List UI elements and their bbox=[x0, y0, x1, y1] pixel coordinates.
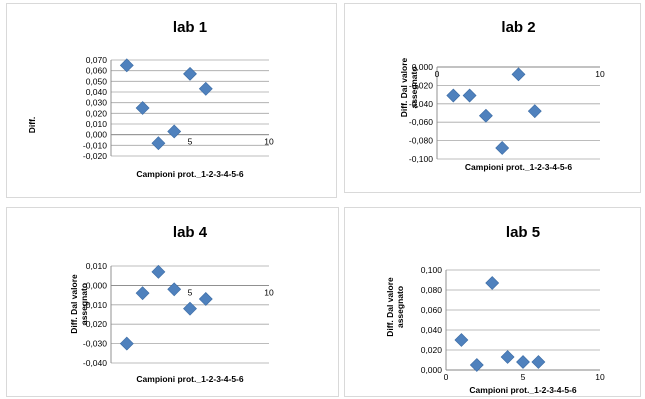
chart-svg: lab 1 0,0700,0600,0500,0400,0300,0200,010… bbox=[27, 19, 274, 179]
chart-lab-1: lab 1 0,070 0,060 0,050 0,040 0,030 0,020 0,010… bbox=[6, 3, 337, 198]
chart-svg: lab 2 0,000 -0,020 -0,040 -0,060 -0,080 -0,100… bbox=[399, 19, 605, 172]
data-point bbox=[500, 350, 515, 364]
y-tick-label: -0,020 bbox=[409, 80, 433, 90]
y-tick-label: -0,020 bbox=[83, 151, 107, 161]
chart-lab-2: lab 2 0,000 -0,020 -0,040 -0,060 -0,080 -0,100… bbox=[344, 3, 641, 193]
chart-svg: lab 4 0,010 0,000 -0,010 -0,020 -0,030 -0,040 5… bbox=[69, 224, 274, 384]
y-tick-label: -0,020 bbox=[83, 319, 107, 329]
y-tick-label: 0,100 bbox=[421, 265, 443, 275]
y-axis-label: assegnato bbox=[395, 286, 405, 328]
chart-title: lab 4 bbox=[173, 224, 208, 241]
data-point bbox=[516, 355, 530, 369]
x-axis-label: Campioni prot._1-2-3-4-5-6 bbox=[136, 374, 243, 384]
y-tick-label: -0,010 bbox=[83, 140, 107, 150]
data-point bbox=[135, 286, 150, 301]
data-point bbox=[454, 333, 469, 347]
x-axis-label: Campioni prot._1-2-3-4-5-6 bbox=[136, 169, 243, 179]
y-axis-label: assegnato bbox=[409, 66, 419, 108]
x-tick-label: 0 bbox=[444, 372, 449, 382]
data-point bbox=[135, 101, 150, 115]
chart-title: lab 5 bbox=[506, 224, 540, 241]
data-point bbox=[119, 336, 134, 351]
y-tick-label: 0,000 bbox=[421, 365, 443, 375]
y-tick-label: -0,040 bbox=[83, 358, 107, 368]
y-tick-label: 0,020 bbox=[421, 345, 443, 355]
y-axis-label: Diff. Dal valore bbox=[69, 274, 79, 334]
data-point bbox=[119, 58, 134, 73]
y-tick-label: 0,000 bbox=[412, 62, 434, 72]
y-axis-label: Diff. bbox=[27, 117, 37, 134]
data-point bbox=[167, 124, 182, 139]
data-point bbox=[151, 136, 166, 151]
chart-lab-5: lab 5 0,100 0,080 0,060 0,040 0,020 0,000 0 5 10 C… bbox=[344, 207, 641, 397]
y-axis-label: assegnato bbox=[79, 283, 89, 325]
data-point bbox=[485, 276, 500, 290]
y-tick-label: 0,060 bbox=[421, 305, 443, 315]
y-tick-label: -0,010 bbox=[83, 300, 107, 310]
y-tick-label: -0,040 bbox=[409, 99, 433, 109]
y-tick-label: 0,040 bbox=[86, 87, 108, 97]
y-axis-label: Diff. Dal valore bbox=[385, 277, 395, 337]
y-tick-label: 0,050 bbox=[86, 76, 108, 86]
y-tick-label: -0,060 bbox=[409, 117, 433, 127]
chart-title: lab 2 bbox=[501, 19, 535, 36]
x-tick-label: 10 bbox=[264, 287, 274, 297]
y-axis-label: Diff. Dal valore bbox=[399, 57, 409, 117]
x-tick-label: 5 bbox=[188, 137, 193, 147]
data-point bbox=[446, 88, 461, 103]
data-point bbox=[531, 355, 546, 369]
data-point bbox=[183, 66, 197, 81]
data-point bbox=[462, 88, 477, 103]
y-tick-label: 0,030 bbox=[86, 98, 108, 108]
data-point bbox=[527, 104, 542, 119]
chart-lab-4: lab 4 0,010 0,000 -0,010 -0,020 -0,030 -0,040 5… bbox=[6, 207, 339, 397]
data-point bbox=[478, 108, 493, 123]
y-tick-label: -0,080 bbox=[409, 136, 433, 146]
x-tick-label: 10 bbox=[595, 69, 605, 79]
x-tick-label: 0 bbox=[435, 69, 440, 79]
x-tick-label: 10 bbox=[264, 137, 274, 147]
y-tick-label: 0,040 bbox=[421, 325, 443, 335]
x-axis-label: Campioni prot._1-2-3-4-5-6 bbox=[465, 162, 572, 172]
data-point bbox=[198, 81, 213, 96]
y-tick-label: 0,060 bbox=[86, 66, 108, 76]
x-tick-label: 5 bbox=[521, 372, 526, 382]
data-point bbox=[469, 358, 484, 372]
data-point bbox=[511, 67, 526, 82]
y-tick-label: 0,010 bbox=[86, 119, 108, 129]
y-tick-label: -0,030 bbox=[83, 339, 107, 349]
data-point bbox=[198, 292, 213, 306]
y-tick-label: 0,000 bbox=[86, 280, 108, 290]
x-tick-label: 5 bbox=[188, 287, 193, 297]
y-tick-label: 0,000 bbox=[86, 130, 108, 140]
x-axis-label: Campioni prot._1-2-3-4-5-6 bbox=[469, 385, 576, 395]
y-tick-label: 0,070 bbox=[86, 55, 108, 65]
x-tick-label: 10 bbox=[595, 372, 605, 382]
data-point bbox=[167, 282, 182, 297]
y-tick-label: 0,010 bbox=[86, 261, 108, 271]
data-point bbox=[151, 264, 166, 279]
y-tick-label: 0,020 bbox=[86, 108, 108, 118]
data-point bbox=[495, 141, 510, 155]
chart-title: lab 1 bbox=[173, 19, 207, 36]
y-tick-label: 0,080 bbox=[421, 285, 443, 295]
y-tick-label: -0,100 bbox=[409, 154, 433, 164]
data-point bbox=[183, 301, 197, 316]
